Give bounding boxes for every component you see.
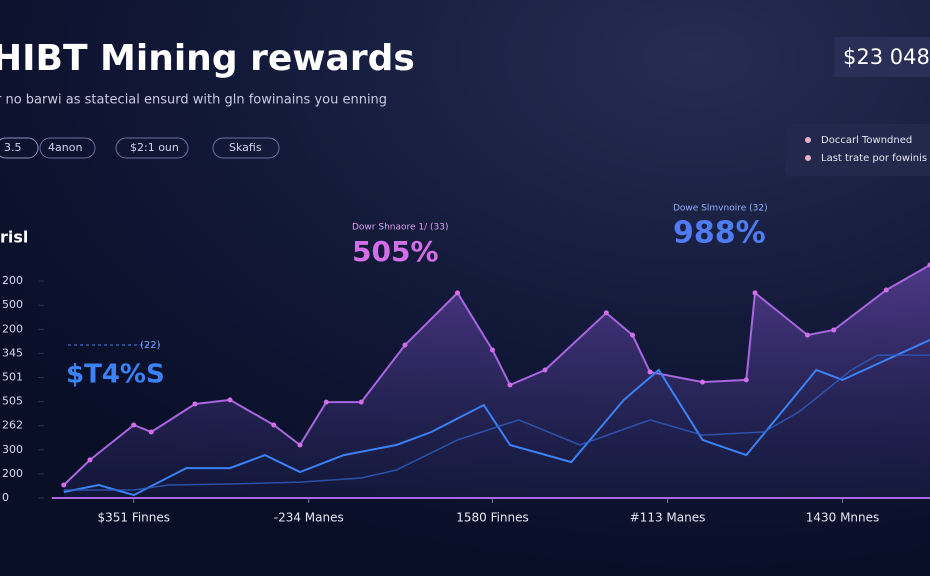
x-tick-label: #113 Manes: [630, 511, 706, 525]
legend-icon: [805, 155, 811, 161]
annotations: (22) $T4%S Dowr Shnaore 1/ (33) 505% Dow…: [66, 204, 768, 390]
subtitle: r no barwi as statecial ensurd with gln …: [0, 93, 387, 108]
y-tick-label: 200: [2, 322, 23, 335]
series-point: [603, 310, 609, 316]
series-point: [271, 422, 277, 428]
filter-label: 4anon: [48, 141, 82, 154]
series-point: [148, 429, 154, 435]
balance-box: [834, 37, 930, 77]
series-point: [647, 369, 653, 375]
y-tick-label: 345: [2, 346, 23, 359]
series-point: [743, 377, 749, 383]
title: HIBT Mining rewards: [0, 38, 415, 79]
plot: 0 200 300 262 505 501 345 200 500 200 $351 Finnes -…: [2, 262, 930, 525]
y-tick-label: 500: [2, 298, 23, 311]
annotation-label: Dowe Slmvnoire (32): [673, 204, 768, 214]
annotation-value: 505%: [352, 235, 439, 268]
series-point: [507, 382, 513, 388]
legend-box: [785, 124, 930, 176]
filter-button[interactable]: [0, 137, 39, 159]
y-axis-label: risl: [0, 228, 28, 247]
series-point: [700, 379, 705, 385]
filter-button[interactable]: [39, 137, 96, 159]
filters: 3.5 4anon $2:1 oun Skafis: [0, 137, 280, 159]
y-tick-label: 505: [2, 395, 23, 408]
series-point: [927, 262, 930, 268]
series-point: [883, 287, 889, 293]
series-point: [297, 442, 303, 448]
y-tick-label: 501: [2, 371, 23, 384]
annotation-value: 988%: [673, 216, 766, 251]
balance: $23 048: [843, 45, 930, 69]
series-point: [402, 342, 408, 348]
x-tick-label: 1430 Mnnes: [806, 511, 880, 525]
series-line: [63, 338, 930, 497]
x-tick-label: $351 Finnes: [97, 511, 170, 525]
y-tick-label: 0: [2, 491, 9, 504]
y-tick-label: 200: [2, 467, 23, 480]
legend-entry: Doccarl Towndned: [821, 135, 912, 146]
filter-label: $2:1 oun: [130, 141, 179, 154]
area-fill: [63, 265, 930, 498]
x-tick-label: 1580 Finnes: [456, 511, 529, 525]
series-point: [323, 399, 329, 405]
series-line: [63, 354, 930, 491]
series-point: [831, 327, 837, 333]
y-tick-label: 262: [2, 419, 23, 432]
x-tick-label: -234 Manes: [274, 511, 344, 525]
series-point: [490, 347, 495, 353]
series-point: [630, 332, 635, 338]
legend-entry: Last trate por fowinis: [821, 153, 927, 164]
y-tick-label: 200: [2, 274, 23, 287]
series-point: [542, 367, 548, 373]
annotation-label: Dowr Shnaore 1/ (33): [352, 223, 449, 233]
series-point: [131, 422, 137, 428]
annotation-value: $T4%S: [66, 360, 165, 390]
series-point: [455, 290, 460, 296]
series-point: [61, 482, 67, 488]
series-point: [358, 399, 364, 405]
filter-label: 3.5: [4, 141, 22, 154]
y-tick-label: 300: [2, 443, 23, 456]
annotation-label: (22): [140, 340, 161, 351]
filter-label: Skafis: [229, 141, 262, 154]
series-point: [87, 457, 93, 463]
series-point: [805, 332, 810, 338]
series-point: [752, 290, 758, 296]
filter-button[interactable]: [115, 137, 189, 159]
legend-icon: [805, 137, 811, 143]
series-point: [227, 397, 233, 403]
series-point: [192, 401, 198, 407]
filter-button[interactable]: [212, 137, 280, 159]
legend: Doccarl Towndned Last trate por fowinis: [785, 124, 930, 176]
